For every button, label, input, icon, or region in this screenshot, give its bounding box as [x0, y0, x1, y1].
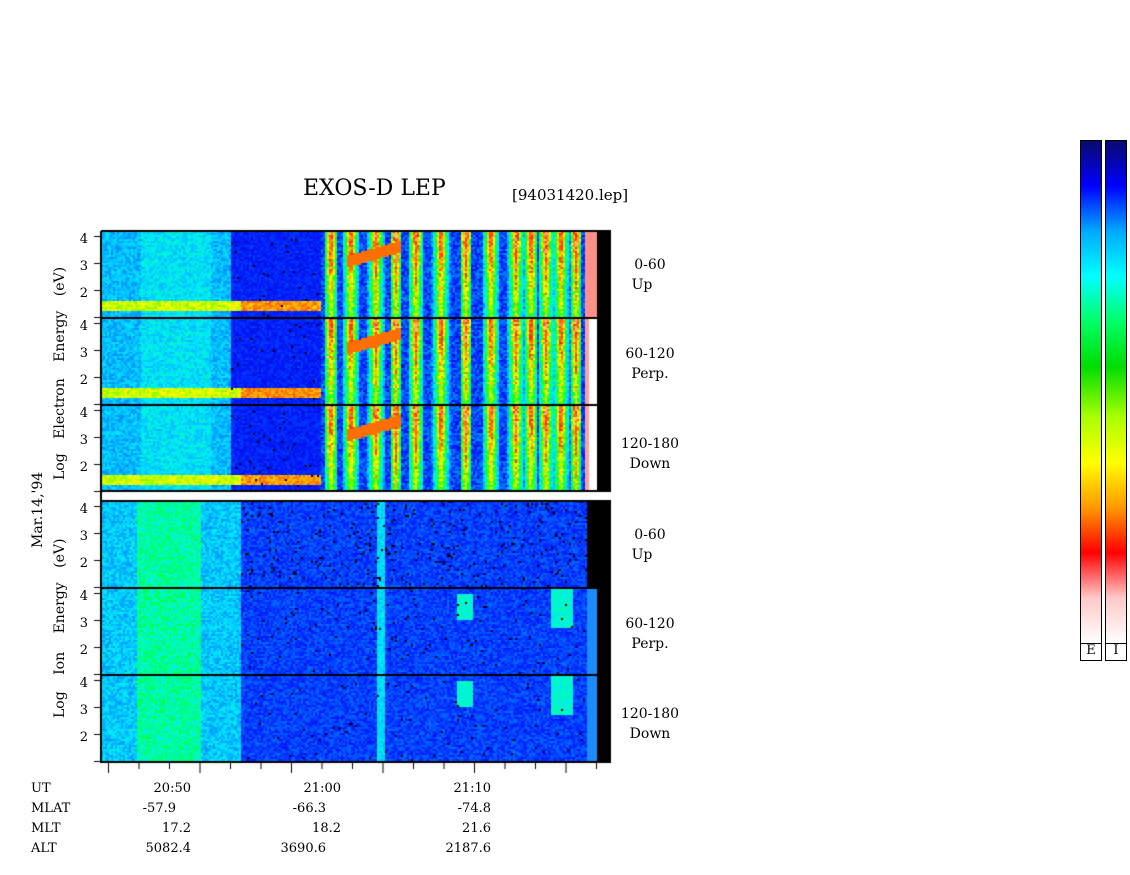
panel-dir: Up — [631, 547, 653, 563]
y-tick-label: 4 — [79, 232, 88, 247]
panel-dir: Up — [631, 277, 653, 293]
mlat-value: -57.9 — [142, 801, 176, 816]
orbit-row-name: MLAT — [31, 801, 71, 816]
orbit-row-name: UT — [31, 781, 51, 796]
electron-label-energy: Energy — [52, 310, 68, 362]
electron-label-unit: (eV) — [52, 266, 68, 297]
ion-label-energy: Energy — [52, 582, 68, 634]
ion-axis-label: Log Ion Energy (eV) — [52, 539, 68, 718]
y-tick-label: 3 — [79, 529, 88, 544]
colorbar-electron — [1080, 140, 1102, 644]
panel-label-e-perp: 60-120 Perp. — [615, 344, 685, 384]
electron-label-electron: Electron — [52, 378, 68, 439]
y-tick-label: 3 — [79, 433, 88, 448]
panel-dir: Down — [629, 456, 671, 472]
ion-label-log: Log — [52, 691, 68, 718]
colorbar-ion — [1105, 140, 1127, 644]
file-name: [94031420.lep] — [512, 186, 629, 204]
panel-dir: Down — [629, 726, 671, 742]
electron-axis-label: Log Electron Energy (eV) — [52, 267, 68, 480]
orbit-row-name: ALT — [31, 841, 57, 856]
y-tick-label: 3 — [79, 259, 88, 274]
mlt-value: 18.2 — [312, 821, 341, 836]
panel-label-e-down: 120-180 Down — [612, 434, 688, 474]
alt-value: 3690.6 — [280, 841, 327, 856]
y-tick-label: 2 — [79, 643, 88, 658]
x-tick-label: 21:00 — [303, 781, 341, 796]
panel-angle: 60-120 — [625, 616, 675, 632]
y-tick-label: 2 — [79, 460, 88, 475]
y-tick-label: 3 — [79, 703, 88, 718]
y-tick-label: 4 — [79, 406, 88, 421]
y-tick-label: 2 — [79, 286, 88, 301]
panel-dir: Perp. — [631, 636, 669, 652]
ion-label-unit: (eV) — [52, 538, 68, 568]
panel-label-i-up: 0-60 Up — [615, 525, 685, 565]
y-tick-label: 4 — [79, 502, 88, 517]
orbit-row-name: MLT — [31, 821, 61, 836]
y-tick-label: 4 — [79, 589, 88, 604]
panel-dir: Perp. — [631, 366, 669, 382]
colorbar-label-e: E — [1080, 642, 1102, 661]
colorbar-label-i: I — [1105, 642, 1127, 661]
y-tick-label: 2 — [79, 556, 88, 571]
panel-angle: 120-180 — [620, 706, 680, 722]
panel-label-i-perp: 60-120 Perp. — [615, 614, 685, 654]
y-tick-label: 4 — [79, 319, 88, 334]
panel-angle: 0-60 — [634, 257, 666, 273]
electron-label-log: Log — [52, 453, 68, 480]
mlat-value: -66.3 — [292, 801, 326, 816]
y-tick-label: 3 — [79, 616, 88, 631]
panel-angle: 60-120 — [625, 346, 675, 362]
mlt-value: 21.6 — [462, 821, 491, 836]
x-tick-label: 21:10 — [453, 781, 491, 796]
y-tick-label: 2 — [79, 373, 88, 388]
panel-label-e-up: 0-60 Up — [615, 255, 685, 295]
alt-value: 5082.4 — [145, 841, 192, 856]
date-label: Mar.14,'94 — [30, 471, 46, 548]
ion-label-ion: Ion — [52, 651, 68, 675]
mlt-value: 17.2 — [162, 821, 191, 836]
y-tick-label: 4 — [79, 676, 88, 691]
alt-value: 2187.6 — [445, 841, 492, 856]
y-tick-label: 2 — [79, 730, 88, 745]
panel-label-i-down: 120-180 Down — [612, 704, 688, 744]
mlat-value: -74.8 — [457, 801, 491, 816]
panel-angle: 120-180 — [620, 436, 680, 452]
chart-title: EXOS-D LEP — [303, 176, 446, 201]
panel-angle: 0-60 — [634, 527, 666, 543]
x-tick-label: 20:50 — [153, 781, 191, 796]
y-tick-label: 3 — [79, 346, 88, 361]
